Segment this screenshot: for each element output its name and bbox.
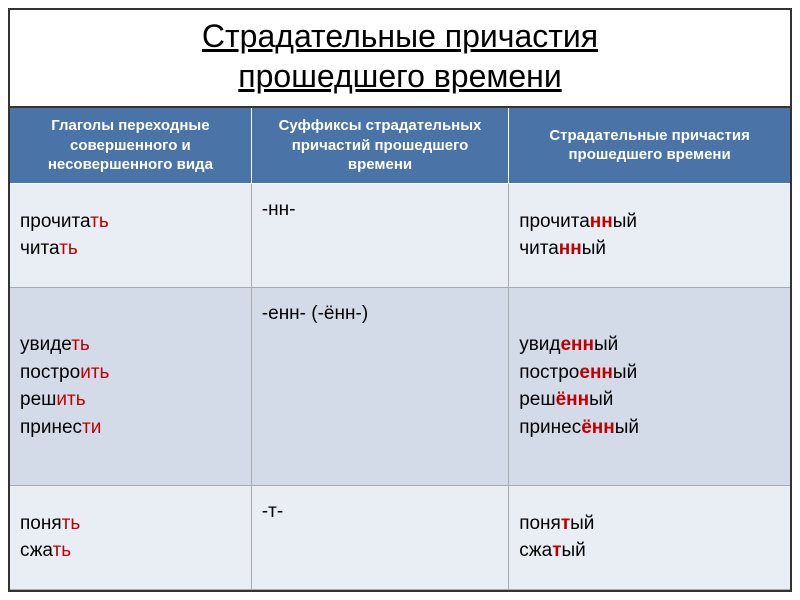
verb-word: построить xyxy=(20,359,241,387)
row3-participles: понятыйсжатый xyxy=(509,486,790,590)
row3-suffix: -т- xyxy=(252,486,509,590)
header-participles: Страдательные причастия прошедшего време… xyxy=(509,108,790,184)
participle-word: решённый xyxy=(519,386,780,414)
participle-word: принесённый xyxy=(519,414,780,442)
participle-word: построенный xyxy=(519,359,780,387)
verb-word: прочитать xyxy=(20,208,241,236)
participle-word: понятый xyxy=(519,510,780,538)
row2-suffix: -енн- (-ённ-) xyxy=(252,288,509,486)
header-verbs: Глаголы переходные совершенного и несове… xyxy=(10,108,252,184)
row1-participles: прочитанныйчитанный xyxy=(509,184,790,288)
participle-word: увиденный xyxy=(519,331,780,359)
verb-word: решить xyxy=(20,386,241,414)
title-line-1: Страдательные причастия xyxy=(202,18,598,54)
verb-word: увидеть xyxy=(20,331,241,359)
row1-verbs: прочитатьчитать xyxy=(10,184,252,288)
title-area: Страдательные причастия прошедшего време… xyxy=(10,10,790,108)
verb-word: понять xyxy=(20,510,241,538)
table-container: Страдательные причастия прошедшего време… xyxy=(8,8,792,592)
row3-verbs: понятьсжать xyxy=(10,486,252,590)
verb-word: сжать xyxy=(20,537,241,565)
verb-word: принести xyxy=(20,414,241,442)
header-suffixes: Суффиксы страдательных причастий прошедш… xyxy=(252,108,509,184)
row1-suffix: -нн- xyxy=(252,184,509,288)
title-line-2: прошедшего времени xyxy=(238,58,561,94)
participle-word: читанный xyxy=(519,235,780,263)
row2-participles: увиденныйпостроенныйрешённыйпринесённый xyxy=(509,288,790,486)
participle-word: сжатый xyxy=(519,537,780,565)
participle-word: прочитанный xyxy=(519,208,780,236)
page-title: Страдательные причастия прошедшего време… xyxy=(10,16,790,96)
grammar-table: Глаголы переходные совершенного и несове… xyxy=(10,108,790,590)
verb-word: читать xyxy=(20,235,241,263)
row2-verbs: увидетьпостроитьрешитьпринести xyxy=(10,288,252,486)
